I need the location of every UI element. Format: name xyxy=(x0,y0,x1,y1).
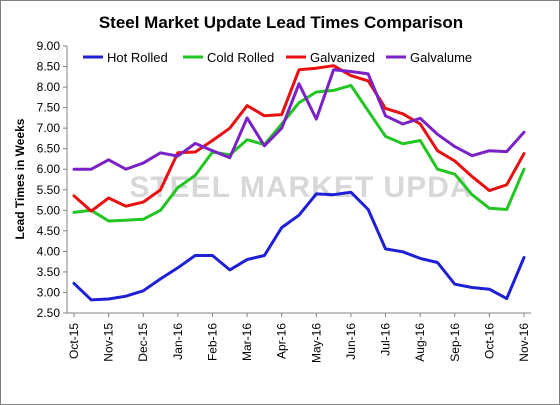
x-tick-label: May-16 xyxy=(309,323,323,363)
x-tick-label: Sep-16 xyxy=(448,323,462,362)
x-tick-label: Aug-16 xyxy=(413,323,427,362)
y-tick-label: 6.00 xyxy=(37,162,61,176)
y-axis: 2.50 3.00 3.50 4.00 4.50 5.00 5.50 6.00 6.50 7.00… xyxy=(37,39,67,320)
x-tick-label: Oct-16 xyxy=(482,323,496,359)
y-tick-label: 2.50 xyxy=(37,306,61,320)
x-tick-label: Oct-15 xyxy=(67,323,81,359)
legend-label: Cold Rolled xyxy=(207,50,274,65)
x-tick-label: Jul-16 xyxy=(379,323,393,356)
y-tick-label: 8.50 xyxy=(37,60,61,74)
x-tick-label: Jan-16 xyxy=(171,323,185,360)
x-tick-label: Dec-15 xyxy=(136,323,150,362)
legend-item-hot-rolled: Hot Rolled xyxy=(83,50,168,65)
x-tick-label: Nov-16 xyxy=(517,323,531,362)
x-tick-label: Nov-15 xyxy=(102,323,116,362)
y-tick-label: 3.50 xyxy=(37,265,61,279)
legend: Hot Rolled Cold Rolled Galvanized Galvalume xyxy=(83,50,472,65)
x-tick-label: Jun-16 xyxy=(344,323,358,360)
series-lines xyxy=(72,64,526,302)
x-tick-label: Feb-16 xyxy=(205,323,219,361)
y-tick-label: 7.00 xyxy=(37,121,61,135)
x-tick-label: Apr-16 xyxy=(275,323,289,359)
axes xyxy=(66,46,531,314)
series-line-hot-rolled xyxy=(72,190,526,302)
y-tick-label: 5.50 xyxy=(37,183,61,197)
y-tick-label: 3.00 xyxy=(37,285,61,299)
legend-label: Galvanized xyxy=(310,50,375,65)
chart-title: Steel Market Update Lead Times Compariso… xyxy=(99,13,463,32)
legend-label: Galvalume xyxy=(410,50,472,65)
legend-label: Hot Rolled xyxy=(107,50,168,65)
y-tick-label: 6.50 xyxy=(37,142,61,156)
watermark: STEEL MARKET UPDA xyxy=(129,171,472,204)
legend-item-galvanized: Galvanized xyxy=(286,50,375,65)
series-line-galvalume xyxy=(72,68,526,171)
series-line-galvanized xyxy=(72,64,526,213)
legend-item-cold-rolled: Cold Rolled xyxy=(183,50,274,65)
y-tick-label: 4.00 xyxy=(37,244,61,258)
y-axis-title: Lead Times in Weeks xyxy=(13,118,27,239)
y-tick-label: 5.00 xyxy=(37,203,61,217)
y-tick-label: 4.50 xyxy=(37,224,61,238)
x-axis: Oct-15 Nov-15 Dec-15 Jan-16 Feb-16 Mar-16 Apr-… xyxy=(67,313,531,363)
x-tick-label: Mar-16 xyxy=(240,323,254,361)
y-tick-label: 7.50 xyxy=(37,101,61,115)
series-line-cold-rolled xyxy=(72,83,526,223)
y-tick-label: 8.00 xyxy=(37,80,61,94)
y-tick-label: 9.00 xyxy=(37,39,61,53)
legend-item-galvalume: Galvalume xyxy=(386,50,472,65)
